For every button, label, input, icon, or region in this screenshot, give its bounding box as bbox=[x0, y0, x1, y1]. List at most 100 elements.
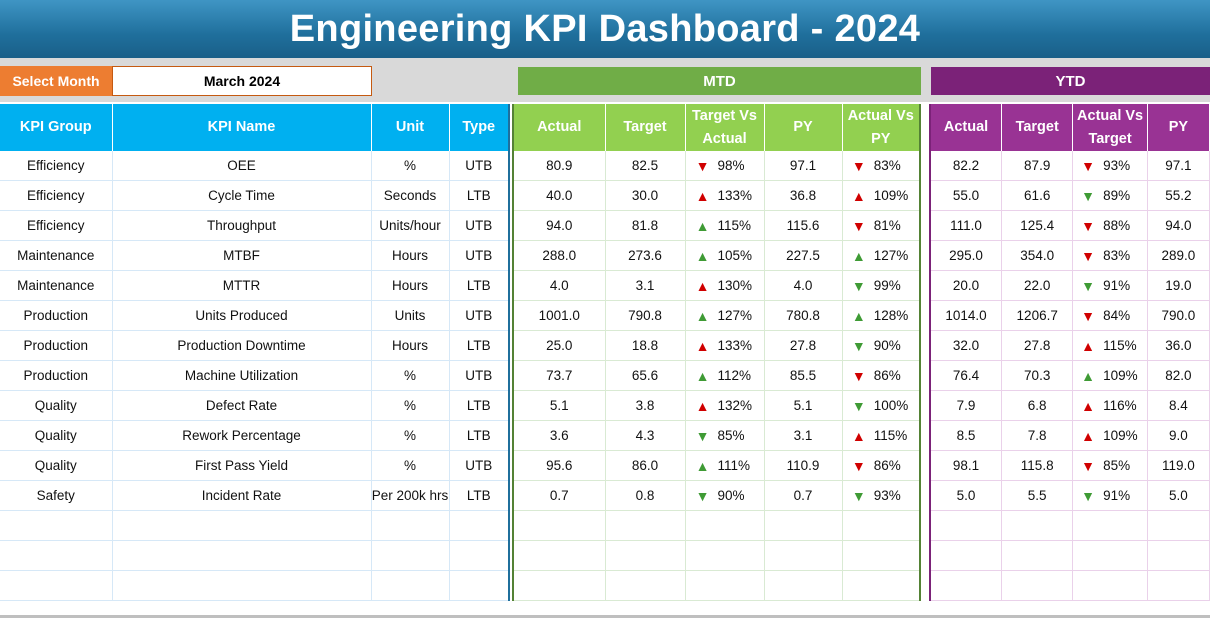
header-mtd-py: PY bbox=[764, 104, 843, 151]
empty-cell bbox=[685, 570, 765, 601]
mtd-py-cell: 3.1 bbox=[764, 420, 843, 451]
mtd-py-cell: 115.6 bbox=[764, 210, 843, 241]
header-kpi-name: KPI Name bbox=[112, 104, 372, 151]
ytd-target-cell: 1206.7 bbox=[1001, 300, 1074, 331]
ytd-target-cell: 6.8 bbox=[1001, 390, 1074, 421]
ytd-actual-cell: 295.0 bbox=[930, 240, 1003, 271]
header-type: Type bbox=[449, 104, 510, 151]
mtd-py-cell: 5.1 bbox=[764, 390, 843, 421]
kpi-name-cell: Units Produced bbox=[112, 300, 372, 331]
mtd-py-cell: 0.7 bbox=[764, 480, 843, 511]
table-row: 20.0 22.0 ▼ 91% 19.0 bbox=[930, 270, 1210, 301]
empty-cell bbox=[1147, 510, 1210, 541]
triangle-down-icon: ▼ bbox=[695, 487, 710, 504]
unit-cell: Hours bbox=[371, 330, 450, 361]
triangle-up-icon: ▲ bbox=[695, 307, 710, 324]
table-row: 32.0 27.8 ▲ 115% 36.0 bbox=[930, 330, 1210, 361]
empty-row bbox=[513, 510, 921, 541]
type-cell: UTB bbox=[449, 240, 510, 271]
empty-cell bbox=[449, 510, 510, 541]
mtd-actual-vs-py-cell: ▼ 100% bbox=[842, 390, 921, 421]
triangle-up-icon: ▲ bbox=[851, 307, 866, 324]
kpi-name-cell: MTTR bbox=[112, 270, 372, 301]
mtd-target-cell: 4.3 bbox=[605, 420, 686, 451]
unit-cell: Units/hour bbox=[371, 210, 450, 241]
triangle-up-icon: ▲ bbox=[695, 397, 710, 414]
mtd-actual-cell: 95.6 bbox=[513, 450, 606, 481]
empty-cell bbox=[112, 570, 372, 601]
kpi-name-cell: Machine Utilization bbox=[112, 360, 372, 391]
triangle-up-icon: ▲ bbox=[1081, 397, 1095, 414]
ytd-actual-cell: 7.9 bbox=[930, 390, 1003, 421]
unit-cell: Seconds bbox=[371, 180, 450, 211]
kpi-name-cell: Throughput bbox=[112, 210, 372, 241]
unit-cell: Units bbox=[371, 300, 450, 331]
empty-cell bbox=[842, 540, 921, 571]
ytd-actual-vs-target-cell: ▲ 115% bbox=[1072, 330, 1148, 361]
mtd-py-cell: 36.8 bbox=[764, 180, 843, 211]
month-selector[interactable]: March 2024 bbox=[112, 66, 372, 96]
empty-cell bbox=[764, 510, 843, 541]
triangle-up-icon: ▲ bbox=[695, 187, 710, 204]
mtd-banner: MTD bbox=[518, 67, 921, 95]
empty-row bbox=[930, 540, 1210, 571]
empty-cell bbox=[1001, 540, 1074, 571]
mtd-target-vs-actual-cell: ▼ 90% bbox=[685, 480, 765, 511]
unit-cell: % bbox=[371, 360, 450, 391]
empty-row bbox=[930, 510, 1210, 541]
empty-cell bbox=[930, 540, 1003, 571]
mtd-actual-vs-py-cell: ▼ 93% bbox=[842, 480, 921, 511]
percent-value: 105% bbox=[717, 248, 753, 263]
ytd-actual-cell: 55.0 bbox=[930, 180, 1003, 211]
empty-cell bbox=[449, 570, 510, 601]
empty-row bbox=[0, 510, 510, 541]
type-cell: LTB bbox=[449, 330, 510, 361]
kpi-name-cell: Rework Percentage bbox=[112, 420, 372, 451]
bottom-divider bbox=[0, 615, 1210, 618]
ytd-py-cell: 8.4 bbox=[1147, 390, 1210, 421]
mtd-target-cell: 18.8 bbox=[605, 330, 686, 361]
ytd-py-cell: 82.0 bbox=[1147, 360, 1210, 391]
unit-cell: % bbox=[371, 420, 450, 451]
unit-cell: Hours bbox=[371, 240, 450, 271]
ytd-target-cell: 27.8 bbox=[1001, 330, 1074, 361]
mtd-actual-cell: 0.7 bbox=[513, 480, 606, 511]
type-cell: LTB bbox=[449, 270, 510, 301]
mtd-target-vs-actual-cell: ▲ 112% bbox=[685, 360, 765, 391]
percent-value: 83% bbox=[873, 158, 901, 173]
kpi-group-cell: Quality bbox=[0, 390, 113, 421]
header-mtd-target-vs-actual: Target Vs Actual bbox=[685, 104, 765, 151]
ytd-target-cell: 87.9 bbox=[1001, 151, 1074, 181]
table-row: 82.2 87.9 ▼ 93% 97.1 bbox=[930, 151, 1210, 181]
table-row: 73.7 65.6 ▲ 112% 85.5 ▼ 86% bbox=[513, 360, 921, 391]
mtd-target-cell: 0.8 bbox=[605, 480, 686, 511]
table-row: 25.0 18.8 ▲ 133% 27.8 ▼ 90% bbox=[513, 330, 921, 361]
type-cell: LTB bbox=[449, 420, 510, 451]
percent-value: 93% bbox=[1103, 158, 1131, 173]
header-ytd-target: Target bbox=[1001, 104, 1074, 151]
triangle-up-icon: ▲ bbox=[851, 427, 866, 444]
mtd-py-cell: 4.0 bbox=[764, 270, 843, 301]
empty-row bbox=[513, 570, 921, 601]
ytd-actual-cell: 32.0 bbox=[930, 330, 1003, 361]
table-row: Efficiency OEE% UTB bbox=[0, 151, 510, 181]
table-row: 288.0 273.6 ▲ 105% 227.5 ▲ 127% bbox=[513, 240, 921, 271]
kpi-group-cell: Production bbox=[0, 360, 113, 391]
percent-value: 116% bbox=[1103, 398, 1137, 413]
triangle-down-icon: ▼ bbox=[851, 277, 866, 294]
empty-cell bbox=[842, 510, 921, 541]
unit-cell: Per 200k hrs bbox=[371, 480, 450, 511]
ytd-actual-vs-target-cell: ▲ 116% bbox=[1072, 390, 1148, 421]
ytd-py-cell: 790.0 bbox=[1147, 300, 1210, 331]
table-row: Production Production Downtime Hours LTB bbox=[0, 330, 510, 361]
empty-cell bbox=[764, 540, 843, 571]
triangle-up-icon: ▲ bbox=[1081, 367, 1095, 384]
empty-cell bbox=[605, 540, 686, 571]
empty-cell bbox=[371, 570, 450, 601]
mtd-target-vs-actual-cell: ▼ 98% bbox=[685, 151, 765, 181]
empty-cell bbox=[842, 570, 921, 601]
percent-value: 109% bbox=[1103, 368, 1138, 383]
percent-value: 115% bbox=[873, 428, 908, 443]
empty-cell bbox=[1001, 510, 1074, 541]
table-row: 4.0 3.1 ▲ 130% 4.0 ▼ 99% bbox=[513, 270, 921, 301]
